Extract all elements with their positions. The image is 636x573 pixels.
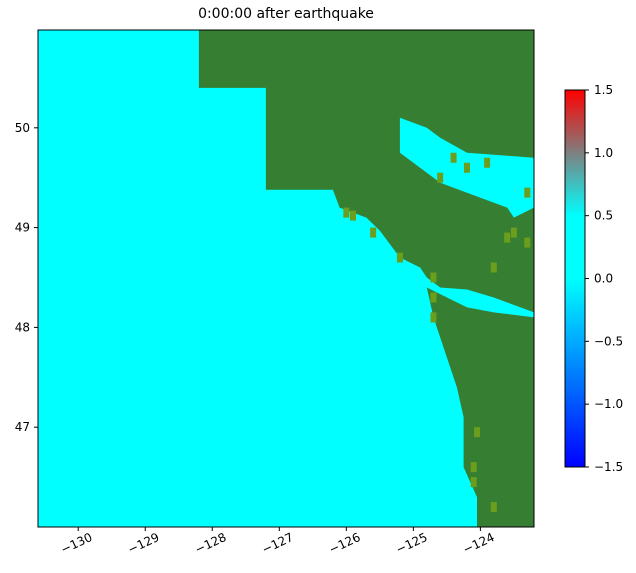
shore-cell xyxy=(470,462,477,473)
colorbar-tick-label: 1.0 xyxy=(594,146,613,160)
shore-cell xyxy=(524,187,531,198)
x-tick-label: −126 xyxy=(327,530,363,557)
x-tick-label: −130 xyxy=(59,530,95,557)
shore-cell xyxy=(370,227,377,238)
shore-cell xyxy=(484,157,491,168)
colorbar-tick-label: −0.5 xyxy=(594,334,623,348)
shore-cell xyxy=(463,162,470,173)
x-tick-label: −124 xyxy=(461,530,497,557)
colorbar-tick-label: −1.0 xyxy=(594,397,623,411)
colorbar xyxy=(564,89,586,468)
shore-cell xyxy=(343,207,350,218)
vancouver-island-land xyxy=(198,30,534,313)
x-tick-label: −128 xyxy=(193,530,229,557)
shore-cell xyxy=(490,502,497,513)
shore-cell xyxy=(430,312,437,323)
shore-cell xyxy=(524,237,531,248)
colorbar-tick-label: 0.0 xyxy=(594,272,613,286)
shore-cell xyxy=(474,427,481,438)
colorbar-tick-label: 1.5 xyxy=(594,83,613,97)
shore-cell xyxy=(504,232,511,243)
shore-cell xyxy=(490,262,497,273)
shore-cell xyxy=(470,477,477,488)
x-tick-label: −125 xyxy=(394,530,430,557)
map-frame xyxy=(37,29,535,528)
shore-cell xyxy=(396,252,403,263)
shore-cell xyxy=(510,227,517,238)
y-tick-label: 50 xyxy=(15,121,30,135)
shore-cell xyxy=(450,152,457,163)
olympic-peninsula-land xyxy=(426,287,534,527)
y-tick-label: 48 xyxy=(15,320,30,334)
x-tick-label: −127 xyxy=(260,530,296,557)
colorbar-tick-label: −1.5 xyxy=(594,460,623,474)
colorbar-tick-label: 0.5 xyxy=(594,209,613,223)
shore-cell xyxy=(430,272,437,283)
shore-cell xyxy=(350,210,357,221)
shore-cell xyxy=(430,292,437,303)
y-tick-label: 47 xyxy=(15,420,30,434)
x-axis: −130 −129 −128 −127 −126 −125 −124 xyxy=(59,527,497,557)
shore-cells xyxy=(343,152,531,513)
y-tick-label: 49 xyxy=(15,221,30,235)
shore-cell xyxy=(437,172,444,183)
plot-title: 0:00:00 after earthquake xyxy=(198,6,374,22)
colorbar-ticks: 1.5 1.0 0.5 0.0 −0.5 −1.0 −1.5 xyxy=(585,83,623,474)
y-axis: 47 48 49 50 xyxy=(15,121,38,434)
x-tick-label: −129 xyxy=(126,530,162,557)
